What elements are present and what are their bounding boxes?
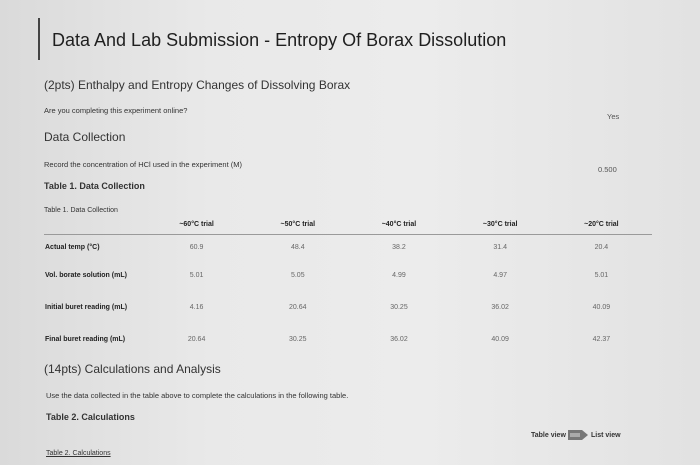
hcl-concentration-value[interactable]: 0.500 bbox=[598, 165, 617, 174]
table-cell[interactable]: 30.25 bbox=[390, 303, 408, 311]
table-cell[interactable]: 20.4 bbox=[594, 243, 609, 251]
online-question-answer[interactable]: Yes bbox=[607, 112, 620, 121]
data-collection-table: ~60°C trial ~50°C trial ~40°C trial ~30°… bbox=[44, 214, 652, 355]
section-enthalpy-title: (2pts) Enthalpy and Entropy Changes of D… bbox=[44, 78, 351, 92]
table2-heading: Table 2. Calculations bbox=[46, 412, 135, 422]
table-corner bbox=[44, 214, 146, 235]
table-cell[interactable]: 60.9 bbox=[189, 243, 204, 251]
table-cell[interactable]: 36.02 bbox=[491, 303, 509, 311]
row-label: Final buret reading (mL) bbox=[45, 335, 126, 343]
table-row: Final buret reading (mL) 20.64 30.25 36.… bbox=[44, 323, 652, 355]
column-header: ~60°C trial bbox=[146, 214, 248, 235]
table-cell[interactable]: 40.09 bbox=[592, 303, 611, 311]
table-cell[interactable]: 36.02 bbox=[390, 335, 408, 343]
column-header: ~20°C trial bbox=[550, 214, 652, 235]
table-cell[interactable]: 20.64 bbox=[289, 303, 307, 311]
column-header: ~40°C trial bbox=[348, 214, 450, 235]
table-cell[interactable]: 5.05 bbox=[290, 271, 305, 279]
online-question-label: Are you completing this experiment onlin… bbox=[44, 106, 188, 115]
table-row: Vol. borate solution (mL) 5.01 5.05 4.99… bbox=[44, 259, 652, 291]
section-calculations-title: (14pts) Calculations and Analysis bbox=[44, 362, 221, 376]
row-label: Initial buret reading (mL) bbox=[45, 303, 128, 311]
column-header: ~30°C trial bbox=[449, 214, 551, 235]
column-header: ~50°C trial bbox=[247, 214, 349, 235]
table-cell[interactable]: 38.2 bbox=[392, 243, 406, 251]
calculations-instruction: Use the data collected in the table abov… bbox=[46, 391, 349, 400]
table-row: Actual temp (°C) 60.9 48.4 38.2 31.4 20.… bbox=[44, 235, 652, 260]
table-cell[interactable]: 20.64 bbox=[187, 335, 206, 343]
row-label: Actual temp (°C) bbox=[45, 243, 100, 251]
table-header-row: ~60°C trial ~50°C trial ~40°C trial ~30°… bbox=[44, 214, 652, 235]
table-cell[interactable]: 42.37 bbox=[592, 335, 611, 343]
table-cell[interactable]: 5.01 bbox=[189, 271, 204, 279]
table1-caption: Table 1. Data Collection bbox=[44, 207, 118, 214]
title-accent-bar bbox=[38, 18, 40, 60]
page-title: Data And Lab Submission - Entropy Of Bor… bbox=[52, 30, 507, 50]
table-cell[interactable]: 5.01 bbox=[594, 271, 609, 279]
table-cell[interactable]: 4.16 bbox=[189, 303, 204, 311]
table-row: Initial buret reading (mL) 4.16 20.64 30… bbox=[44, 291, 652, 323]
table-cell[interactable]: 48.4 bbox=[290, 243, 305, 251]
table-cell[interactable]: 4.99 bbox=[392, 271, 406, 279]
table-cell[interactable]: 40.09 bbox=[491, 335, 509, 343]
data-collection-heading: Data Collection bbox=[44, 130, 126, 144]
row-label: Vol. borate solution (mL) bbox=[45, 271, 127, 279]
list-view-toggle[interactable]: List view bbox=[591, 432, 621, 439]
table-cell[interactable]: 31.4 bbox=[493, 243, 507, 251]
table-cell[interactable]: 30.25 bbox=[289, 335, 307, 343]
table-view-toggle[interactable]: Table view bbox=[531, 432, 566, 439]
view-toggle-track bbox=[570, 433, 580, 437]
table-cell[interactable]: 4.97 bbox=[493, 271, 507, 279]
hcl-concentration-label: Record the concentration of HCl used in … bbox=[44, 160, 243, 169]
table1-heading: Table 1. Data Collection bbox=[44, 181, 145, 191]
table2-caption: Table 2. Calculations bbox=[46, 450, 111, 457]
